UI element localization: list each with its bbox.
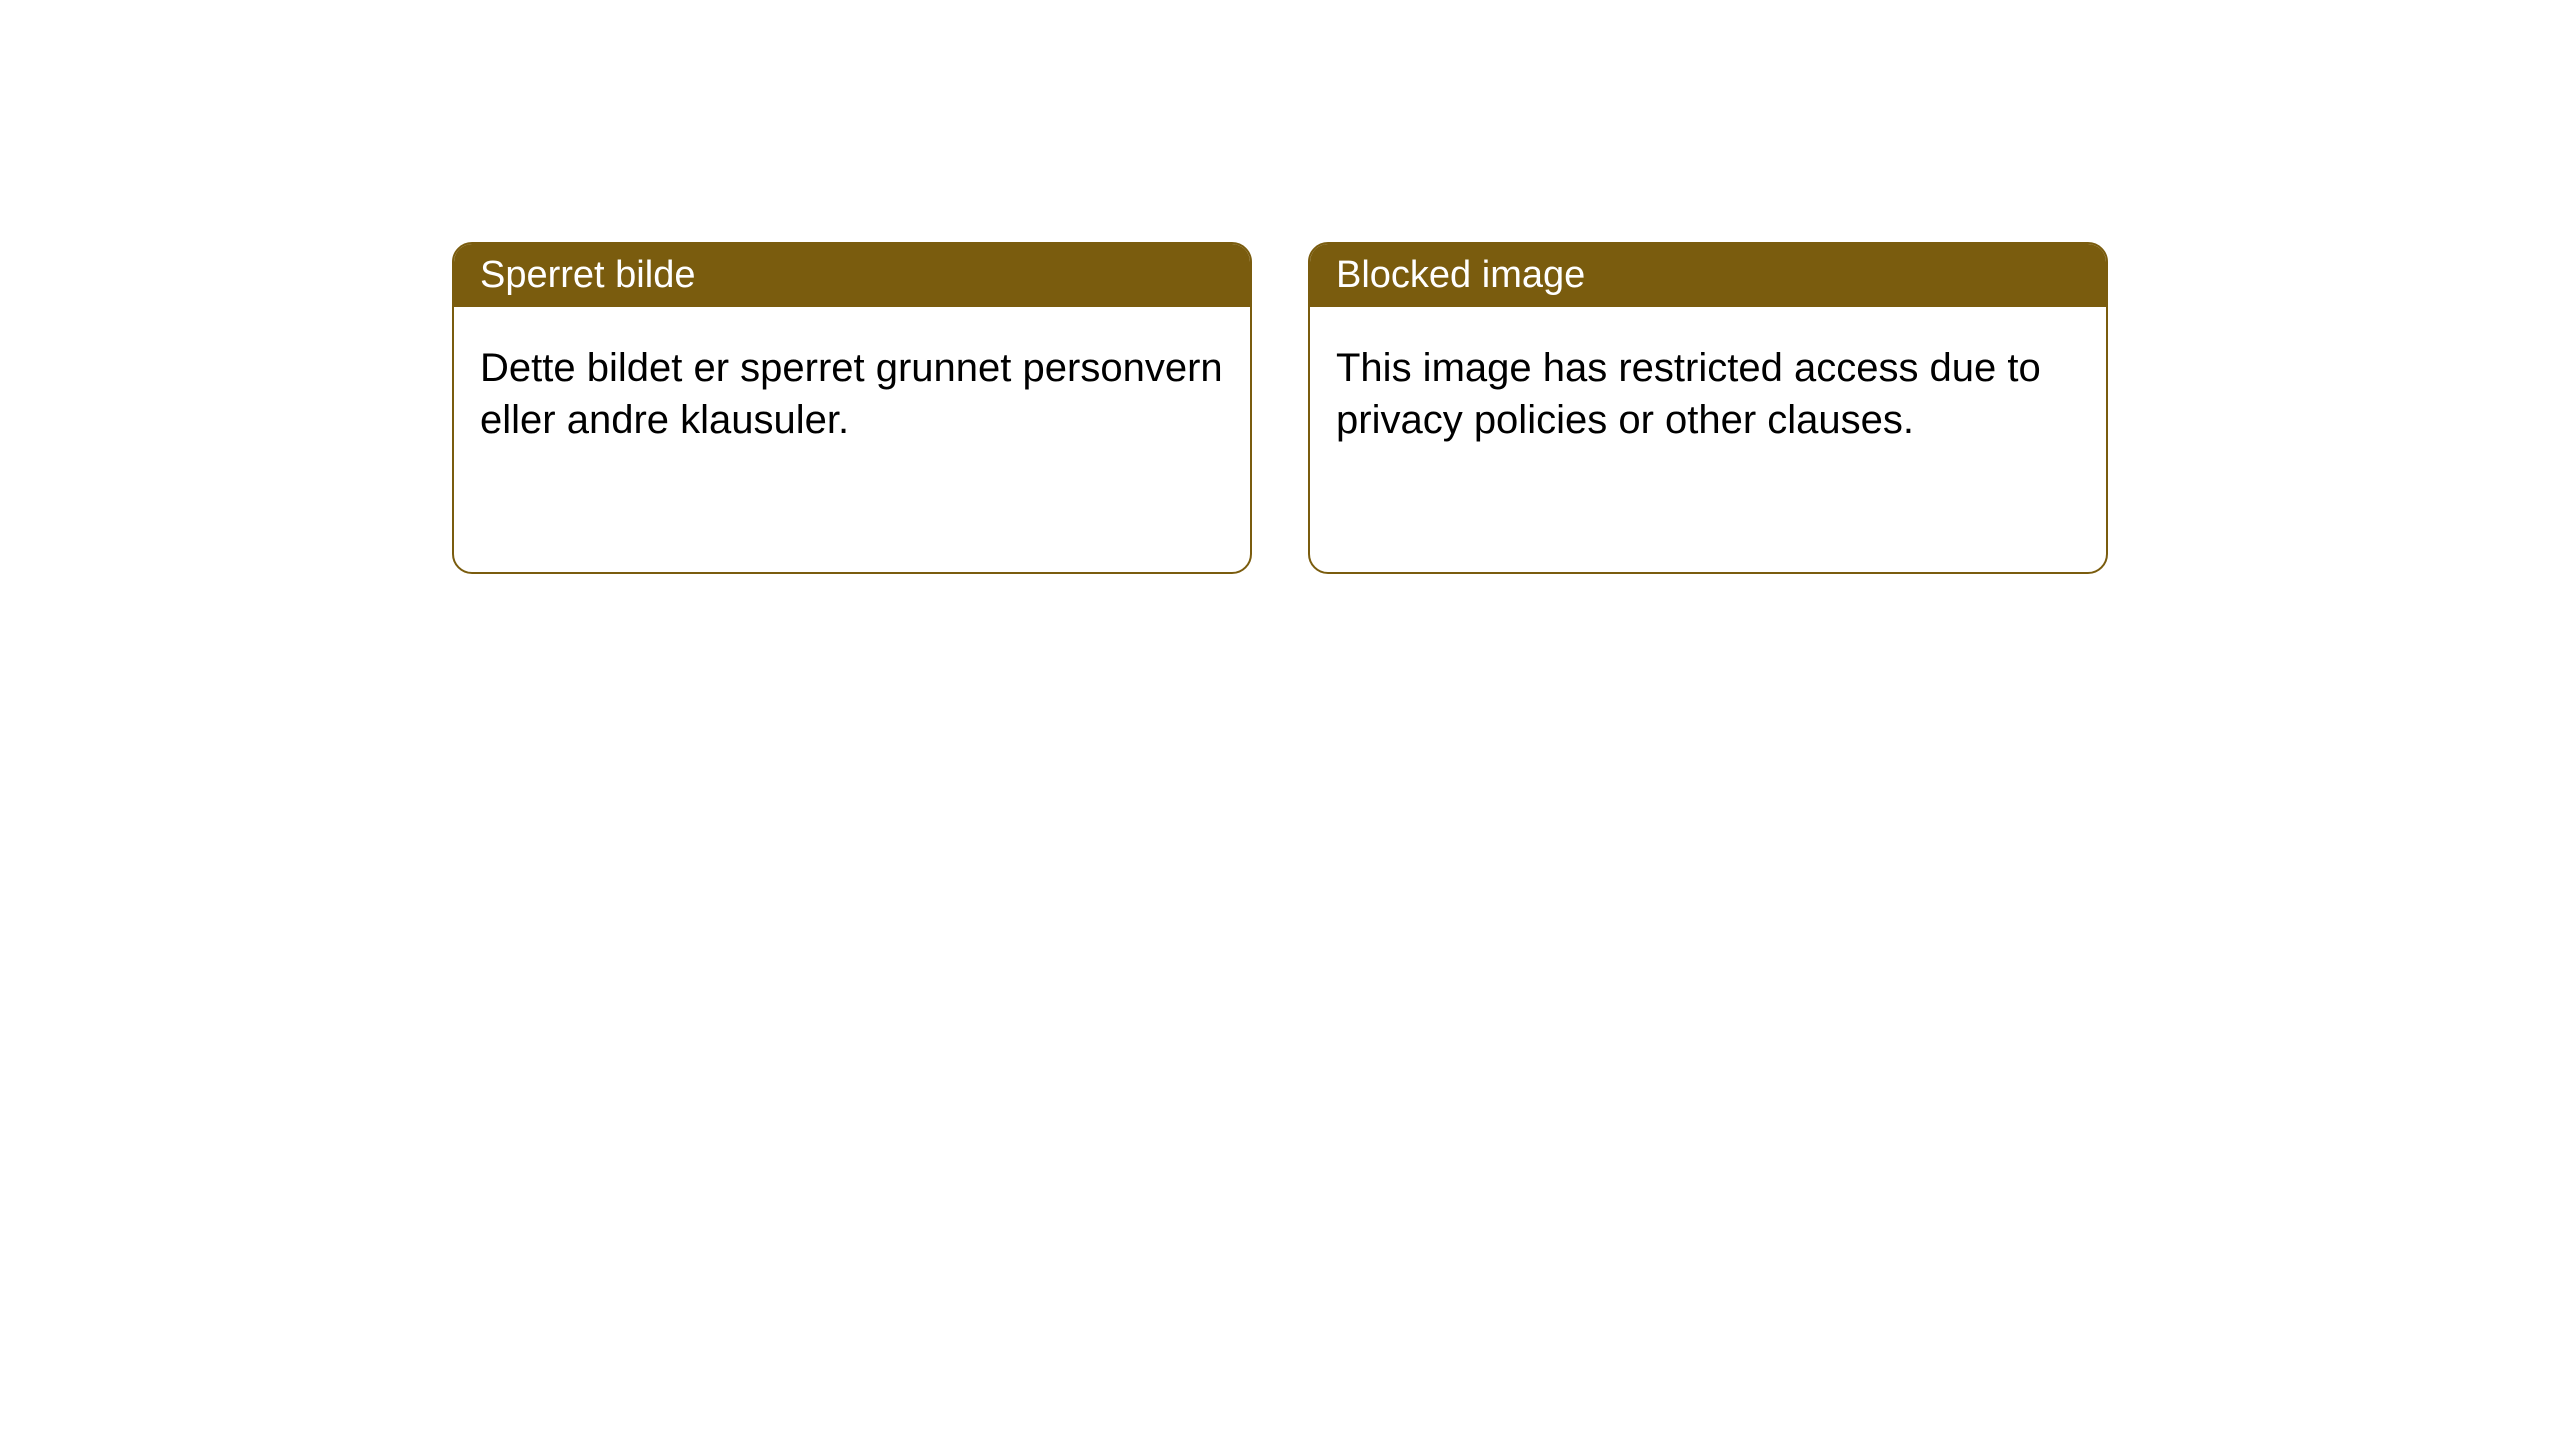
- notice-body-english: This image has restricted access due to …: [1310, 307, 2106, 481]
- notice-box-english: Blocked image This image has restricted …: [1308, 242, 2108, 574]
- notice-title-english: Blocked image: [1310, 244, 2106, 307]
- notice-body-norwegian: Dette bildet er sperret grunnet personve…: [454, 307, 1250, 481]
- notice-title-norwegian: Sperret bilde: [454, 244, 1250, 307]
- notices-container: Sperret bilde Dette bildet er sperret gr…: [452, 242, 2560, 574]
- notice-box-norwegian: Sperret bilde Dette bildet er sperret gr…: [452, 242, 1252, 574]
